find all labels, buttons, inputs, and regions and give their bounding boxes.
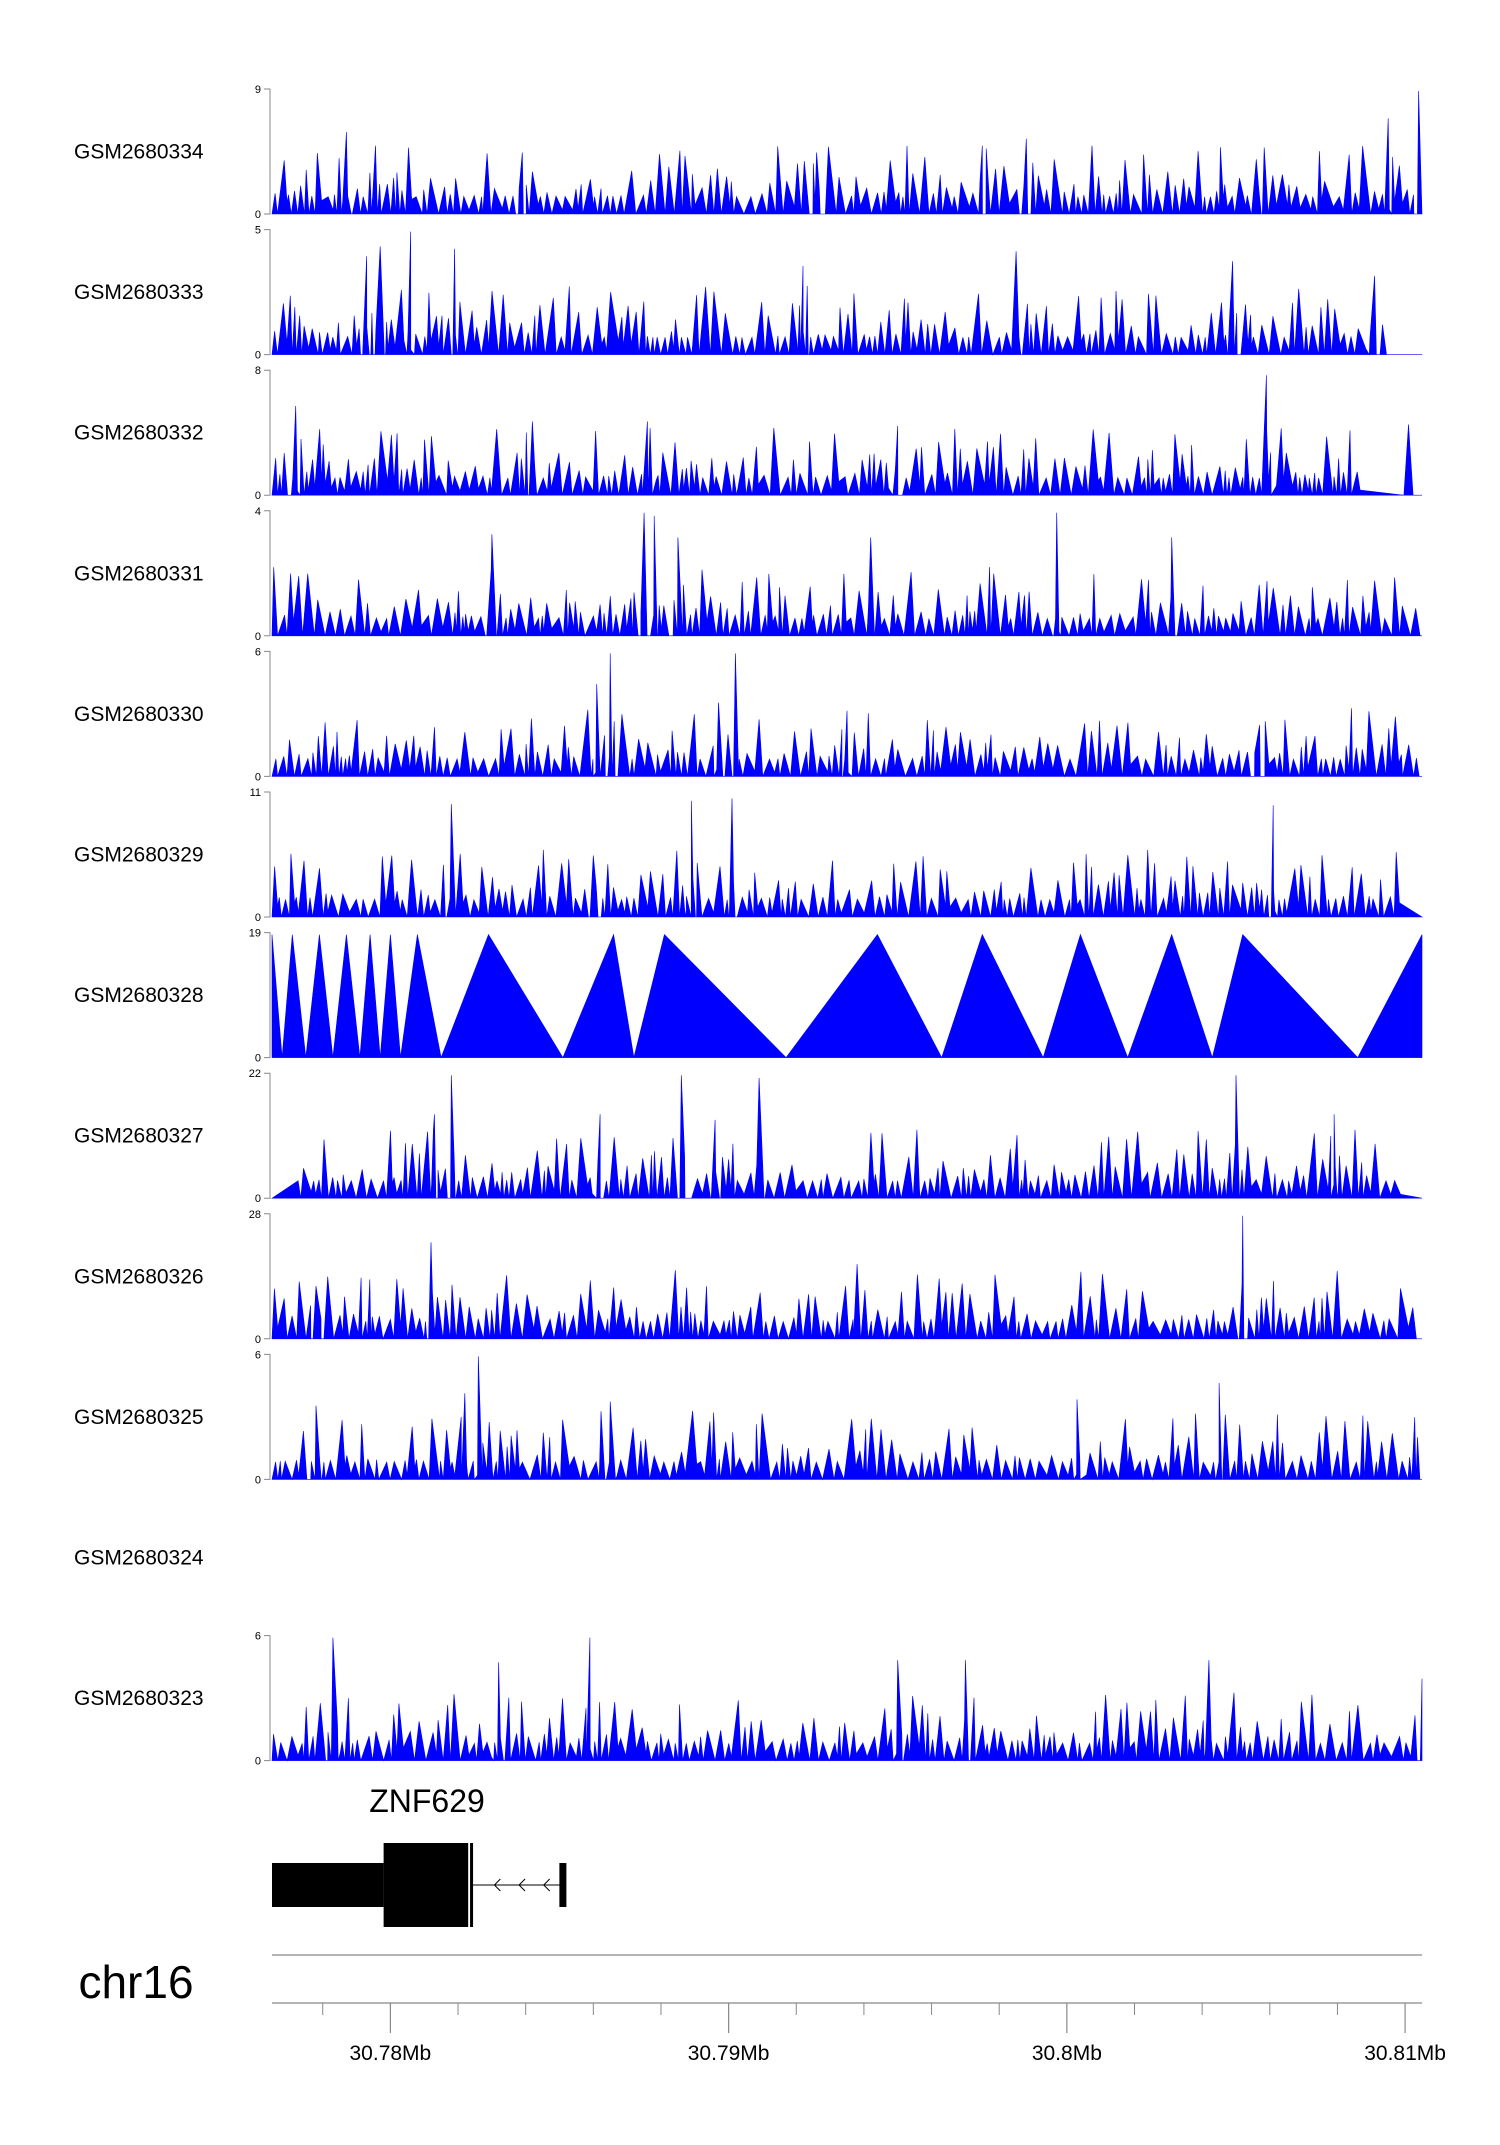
track-label: GSM2680324 xyxy=(74,1547,204,1570)
gene-model-track: ZNF629 xyxy=(272,1783,567,1927)
track-GSM2680334: GSM2680334 9 0 xyxy=(74,84,1423,221)
track-label: GSM2680326 xyxy=(74,1265,204,1288)
track-label: GSM2680327 xyxy=(74,1125,204,1148)
x-tick-label: 30.8Mb xyxy=(1032,2042,1102,2065)
signal-area xyxy=(271,90,1423,216)
track-GSM2680333: GSM2680333 5 0 xyxy=(74,225,1422,362)
gene-coding-exon xyxy=(383,1843,469,1927)
strand-arrow xyxy=(518,1878,526,1892)
track-GSM2680330: GSM2680330 6 0 xyxy=(74,646,1422,783)
strand-arrow xyxy=(542,1878,551,1892)
y-axis xyxy=(264,229,271,356)
signal-area xyxy=(271,1356,1422,1481)
track-GSM2680327: GSM2680327 22 0 xyxy=(74,1068,1423,1205)
y-max-tick-label: 6 xyxy=(255,1349,261,1361)
y-axis xyxy=(264,1213,271,1340)
x-tick-label: 30.81Mb xyxy=(1364,2042,1446,2065)
y-max-tick-label: 8 xyxy=(255,365,261,377)
signal-area xyxy=(271,375,1422,497)
y-max-tick-label: 6 xyxy=(255,1631,261,1643)
track-GSM2680324: GSM2680324 xyxy=(74,1547,204,1570)
track-label: GSM2680331 xyxy=(74,562,204,585)
y-min-tick-label: 0 xyxy=(255,350,261,362)
signal-area xyxy=(271,653,1422,778)
track-GSM2680328: GSM2680328 19 0 xyxy=(74,928,1423,1065)
track-GSM2680331: GSM2680331 4 0 xyxy=(74,506,1422,643)
gene-exon xyxy=(559,1863,567,1907)
y-max-tick-label: 5 xyxy=(255,225,261,237)
signal-area xyxy=(271,231,1422,356)
signal-area xyxy=(271,1637,1423,1762)
genome-axis: chr16 30.78Mb 30.79Mb 30.8Mb 30.81Mb xyxy=(78,1954,1446,2065)
track-GSM2680329: GSM2680329 11 0 xyxy=(74,787,1424,924)
signal-area xyxy=(271,798,1424,919)
gene-exon xyxy=(470,1843,474,1927)
track-label: GSM2680333 xyxy=(74,281,204,304)
y-min-tick-label: 0 xyxy=(255,1193,261,1205)
y-min-tick-label: 0 xyxy=(255,912,261,924)
y-axis xyxy=(264,1635,271,1762)
y-axis xyxy=(264,1072,271,1199)
signal-area xyxy=(271,1075,1423,1200)
y-max-tick-label: 19 xyxy=(249,928,261,940)
track-label: GSM2680323 xyxy=(74,1687,204,1710)
x-tick-label: 30.79Mb xyxy=(688,2042,770,2065)
y-min-tick-label: 0 xyxy=(255,209,261,221)
y-max-tick-label: 9 xyxy=(255,84,261,96)
y-axis xyxy=(264,791,271,918)
y-max-tick-label: 22 xyxy=(249,1068,261,1080)
y-min-tick-label: 0 xyxy=(255,1474,261,1486)
y-min-tick-label: 0 xyxy=(255,1053,261,1065)
y-min-tick-label: 0 xyxy=(255,1756,261,1768)
track-label: GSM2680328 xyxy=(74,984,204,1007)
y-max-tick-label: 6 xyxy=(255,646,261,658)
track-label: GSM2680332 xyxy=(74,422,204,445)
y-axis xyxy=(264,510,271,637)
y-axis xyxy=(264,88,271,215)
track-label: GSM2680330 xyxy=(74,703,204,726)
track-GSM2680326: GSM2680326 28 0 xyxy=(74,1209,1422,1346)
track-GSM2680323: GSM2680323 6 0 xyxy=(74,1631,1423,1768)
strand-arrow xyxy=(493,1878,501,1892)
track-GSM2680332: GSM2680332 8 0 xyxy=(74,365,1422,502)
gene-utr-exon xyxy=(272,1863,384,1907)
track-label: GSM2680329 xyxy=(74,844,204,867)
y-axis xyxy=(264,369,271,496)
signal-area xyxy=(271,512,1422,637)
track-label: GSM2680325 xyxy=(74,1406,204,1429)
signal-area xyxy=(271,933,1423,1059)
track-GSM2680325: GSM2680325 6 0 xyxy=(74,1349,1422,1486)
x-tick-label: 30.78Mb xyxy=(350,2042,432,2065)
y-min-tick-label: 0 xyxy=(255,490,261,502)
y-axis xyxy=(264,1353,271,1480)
y-max-tick-label: 11 xyxy=(250,787,261,799)
y-min-tick-label: 0 xyxy=(255,771,261,783)
y-min-tick-label: 0 xyxy=(255,631,261,643)
y-axis xyxy=(264,650,271,777)
y-axis xyxy=(264,932,271,1059)
track-label: GSM2680334 xyxy=(74,141,204,164)
y-min-tick-label: 0 xyxy=(255,1334,261,1346)
signal-area xyxy=(271,1215,1422,1340)
signal-tracks: GSM268033490GSM268033350GSM268033280GSM2… xyxy=(74,84,1424,1768)
gene-label: ZNF629 xyxy=(369,1783,485,1819)
chromosome-label: chr16 xyxy=(78,1956,193,2008)
y-max-tick-label: 28 xyxy=(249,1209,261,1221)
y-max-tick-label: 4 xyxy=(255,506,261,518)
